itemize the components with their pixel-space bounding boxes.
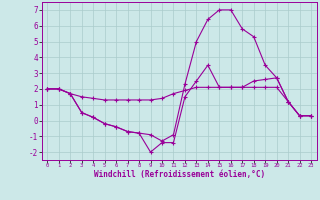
X-axis label: Windchill (Refroidissement éolien,°C): Windchill (Refroidissement éolien,°C) <box>94 170 265 179</box>
